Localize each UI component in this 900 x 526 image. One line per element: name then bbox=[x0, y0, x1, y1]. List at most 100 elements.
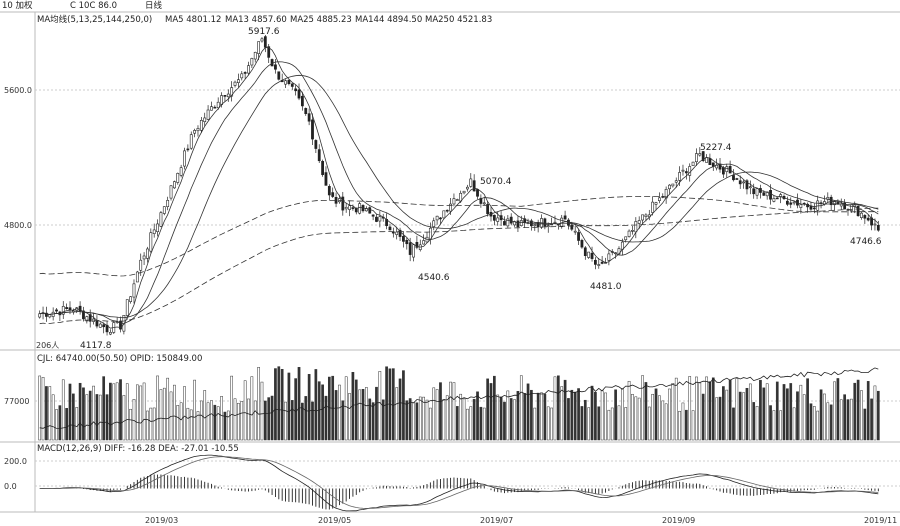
volume-bar bbox=[560, 386, 564, 441]
candle-body bbox=[509, 216, 513, 224]
candle-body bbox=[658, 197, 661, 201]
volume-bar bbox=[395, 387, 399, 441]
volume-bar bbox=[162, 387, 166, 441]
candle-body bbox=[752, 188, 756, 195]
volume-bar bbox=[156, 375, 159, 441]
volume-bar bbox=[68, 383, 72, 441]
volume-bar bbox=[860, 390, 863, 441]
volume-bar bbox=[200, 400, 203, 441]
open-interest-polyline bbox=[39, 367, 879, 429]
volume-bar bbox=[644, 382, 648, 441]
volume-bar bbox=[277, 366, 281, 441]
volume-bar bbox=[38, 375, 42, 441]
candle-body bbox=[482, 202, 486, 205]
ma13-value: MA13 4857.60 bbox=[225, 15, 287, 25]
volume-bar bbox=[348, 393, 351, 441]
volume-bar bbox=[684, 409, 688, 441]
volume-bar bbox=[742, 392, 745, 441]
volume-bar bbox=[610, 407, 614, 441]
candle-body bbox=[166, 200, 170, 207]
volume-bar bbox=[519, 375, 523, 441]
volume-bar bbox=[358, 389, 361, 441]
candle-body bbox=[580, 239, 584, 248]
volume-bar bbox=[425, 399, 429, 441]
indicator-selector[interactable]: MA均线(5,13,25,144,250,0) bbox=[37, 14, 152, 25]
candle-body bbox=[277, 71, 281, 80]
volume-bar bbox=[587, 407, 591, 441]
volume-bar bbox=[486, 378, 489, 441]
candle-body bbox=[156, 223, 159, 233]
candle-body bbox=[435, 215, 439, 221]
candle-body bbox=[600, 261, 604, 264]
candle-body bbox=[61, 306, 65, 315]
candle-body bbox=[189, 134, 193, 149]
volume-bar bbox=[72, 393, 75, 441]
candle-body bbox=[567, 219, 570, 226]
candle-body bbox=[290, 83, 294, 87]
volume-bar bbox=[836, 378, 840, 441]
volume-bar bbox=[557, 375, 560, 441]
volume-bar bbox=[274, 368, 277, 441]
volume-bar bbox=[765, 383, 769, 441]
volume-bar bbox=[543, 394, 547, 441]
volume-bar bbox=[132, 399, 136, 441]
volume-bar bbox=[466, 408, 469, 441]
volume-bar bbox=[213, 404, 217, 441]
chart-frame bbox=[0, 11, 900, 513]
candle-body bbox=[324, 172, 328, 186]
candle-body bbox=[785, 200, 789, 205]
candle-body bbox=[745, 180, 749, 190]
ma144-value: MA144 4894.50 bbox=[355, 15, 422, 25]
volume-bar bbox=[280, 369, 284, 441]
volume-bar bbox=[455, 406, 459, 441]
candle-body bbox=[681, 169, 685, 172]
price-axis: 5600.0 4800.0 206人 bbox=[4, 86, 59, 350]
volume-bar bbox=[577, 388, 580, 441]
volume-bar bbox=[708, 381, 712, 441]
candle-body bbox=[139, 259, 143, 271]
volume-bar bbox=[802, 394, 806, 441]
volume-bar bbox=[530, 389, 533, 441]
ma-legend: MA均线(5,13,25,144,250,0) MA5 4801.12 MA13… bbox=[37, 14, 492, 25]
candle-body bbox=[230, 87, 234, 97]
volume-bar bbox=[755, 406, 759, 441]
volume-bar bbox=[324, 395, 328, 441]
top-tab-strip: 10 加权 C 10C 86.0 日线 bbox=[2, 0, 163, 11]
candle-body bbox=[607, 253, 611, 261]
volume-bar bbox=[711, 377, 715, 441]
candle-body bbox=[331, 192, 335, 197]
volume-bar bbox=[179, 402, 183, 441]
macd-tick-label: 200.0 bbox=[4, 457, 27, 466]
volume-bar bbox=[769, 405, 772, 441]
volume-bar bbox=[338, 384, 341, 441]
candle-body bbox=[237, 79, 240, 84]
volume-bar bbox=[176, 405, 180, 441]
peak-annotation: 5070.4 bbox=[480, 177, 512, 187]
volume-bar bbox=[826, 402, 830, 441]
volume-bar bbox=[405, 400, 409, 441]
candle-body bbox=[344, 206, 348, 210]
candle-body bbox=[193, 130, 197, 134]
volume-bar bbox=[873, 385, 877, 441]
candle-body bbox=[573, 230, 577, 233]
volume-bar bbox=[799, 384, 803, 441]
period-tab[interactable]: 日线 bbox=[145, 0, 163, 11]
candle-body bbox=[260, 38, 264, 42]
volume-bar bbox=[691, 410, 695, 441]
volume-bar bbox=[843, 394, 846, 441]
symbol-tab[interactable]: 10 加权 bbox=[2, 0, 33, 11]
volume-bar bbox=[496, 394, 500, 441]
volume-bar bbox=[216, 406, 220, 441]
volume-bar bbox=[415, 402, 419, 441]
sub-tab[interactable]: C 10C 86.0 bbox=[70, 1, 117, 11]
candle-body bbox=[843, 202, 847, 210]
volume-bar bbox=[614, 389, 617, 441]
time-tick-label: 2019/03 bbox=[145, 516, 178, 525]
candle-body bbox=[543, 218, 547, 227]
volume-bar bbox=[634, 396, 638, 441]
candle-body bbox=[792, 201, 796, 204]
volume-bar bbox=[75, 407, 79, 441]
volume-bar bbox=[203, 390, 207, 441]
macd-histogram bbox=[42, 474, 879, 510]
